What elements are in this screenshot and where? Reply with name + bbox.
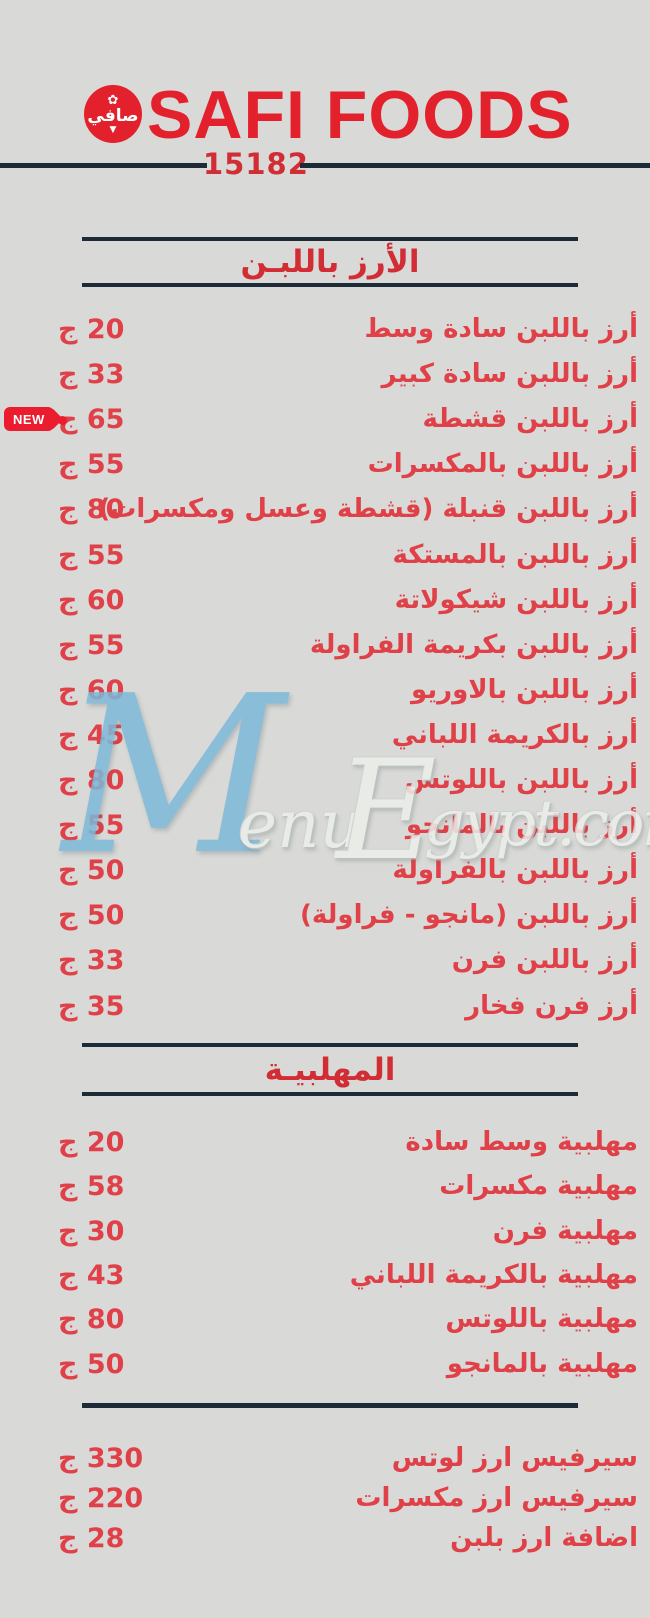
menu-item: 55 ج أرز باللبن بالمانجو: [0, 810, 650, 848]
item-name: مهلبية مكسرات: [439, 1171, 638, 1202]
menu-item: 20 ج مهلبية وسط سادة: [0, 1127, 650, 1165]
item-price: 60 ج: [58, 674, 125, 706]
item-price: 55 ج: [58, 810, 125, 842]
item-price: 28 ج: [58, 1523, 125, 1554]
menu-item: 50 ج أرز باللبن (مانجو - فراولة): [0, 900, 650, 938]
menu-item: 43 ج مهلبية بالكريمة اللباني: [0, 1260, 650, 1298]
new-badge-label: NEW: [4, 407, 54, 432]
menu-item: 50 ج مهلبية بالمانجو: [0, 1349, 650, 1387]
item-price: 50 ج: [58, 855, 125, 887]
item-name: أرز باللبن (مانجو - فراولة): [300, 900, 638, 931]
new-badge: NEW: [4, 407, 67, 434]
item-name: مهلبية فرن: [492, 1215, 638, 1246]
item-price: 50 ج: [58, 900, 125, 932]
item-price: 80 ج: [58, 765, 125, 796]
menu-item: 80 ج أرز باللبن قنبلة (قشطة وعسل ومكسرات): [0, 494, 650, 532]
section-divider: [82, 1403, 578, 1408]
item-name: مهلبية بالكريمة اللباني: [349, 1259, 638, 1290]
item-price: 80 ج: [58, 1304, 125, 1336]
item-price: 45 ج: [58, 719, 125, 751]
menu-item: 58 ج مهلبية مكسرات: [0, 1171, 650, 1209]
item-name: أرز باللبن قشطة: [422, 404, 638, 435]
menu-item: 80 ج مهلبية باللوتس: [0, 1304, 650, 1342]
item-price: 35 ج: [58, 990, 125, 1022]
item-price: 60 ج: [58, 584, 125, 616]
item-price: 33 ج: [58, 945, 125, 977]
item-price: 55 ج: [58, 629, 125, 661]
item-price: 43 ج: [58, 1259, 125, 1291]
menu-item: 80 ج أرز باللبن باللوتس: [0, 765, 650, 803]
section-header-mohalabia: المهلبيـة: [82, 1043, 578, 1096]
item-name: أرز باللبن قنبلة (قشطة وعسل ومكسرات): [98, 494, 638, 525]
header-divider-left: [0, 163, 207, 168]
item-price: 55 ج: [58, 449, 125, 481]
menu-item: 55 ج أرز باللبن بالمستكة: [0, 540, 650, 578]
hotline-number: 15182: [203, 147, 309, 181]
menu-item: 35 ج أرز فرن فخار: [0, 991, 650, 1029]
item-price: 33 ج: [58, 359, 125, 391]
item-name: سيرفيس ارز لوتس: [391, 1443, 638, 1473]
menu-item: 55 ج أرز باللبن بالمكسرات: [0, 449, 650, 487]
item-name: أرز باللبن بالمكسرات: [367, 449, 638, 480]
item-price: 65 ج: [58, 404, 125, 436]
item-name: أرز فرن فخار: [465, 990, 638, 1021]
menu-item: 30 ج مهلبية فرن: [0, 1216, 650, 1254]
section-title: الأرز باللبـن: [240, 244, 420, 280]
menu-item: 60 ج أرز باللبن بالاوريو: [0, 675, 650, 713]
section-title: المهلبيـة: [264, 1051, 396, 1088]
menu-item: 45 ج أرز بالكريمة اللباني: [0, 720, 650, 758]
menu-item: 20 ج أرز باللبن سادة وسط: [0, 314, 650, 352]
item-name: اضافة ارز بلبن: [450, 1523, 638, 1553]
menu-item: 330 ج سيرفيس ارز لوتس: [0, 1443, 650, 1481]
item-price: 20 ج: [58, 1127, 125, 1158]
menu-item: 33 ج أرز باللبن سادة كبير: [0, 359, 650, 397]
item-name: أرز باللبن سادة كبير: [381, 359, 638, 390]
menu-item: 28 ج اضافة ارز بلبن: [0, 1523, 650, 1561]
item-price: 20 ج: [58, 314, 125, 345]
flower-icon: ✿: [107, 92, 119, 108]
item-name: أرز باللبن بالمستكة: [392, 539, 638, 570]
item-price: 80 ج: [58, 494, 125, 526]
item-name: أرز باللبن بالفراولة: [392, 855, 638, 886]
item-name: أرز باللبن شيكولاتة: [394, 584, 638, 615]
item-name: مهلبية بالمانجو: [446, 1348, 638, 1379]
menu-item: 60 ج أرز باللبن شيكولاتة: [0, 585, 650, 623]
item-price: 55 ج: [58, 539, 125, 571]
item-price: 220 ج: [58, 1483, 144, 1514]
item-name: أرز باللبن باللوتس: [404, 765, 638, 795]
brand-logo-arabic: صافي: [87, 105, 139, 126]
leaf-icon: ▼: [109, 124, 117, 135]
brand-logo: ✿ صافي ▼: [84, 85, 142, 143]
item-name: مهلبية باللوتس: [445, 1304, 638, 1335]
menu-item: 33 ج أرز باللبن فرن: [0, 945, 650, 983]
tag-dot-icon: [58, 416, 67, 426]
item-price: 58 ج: [58, 1171, 125, 1203]
menu-item: 65 ج أرز باللبن قشطة NEW: [0, 404, 650, 442]
item-name: أرز باللبن سادة وسط: [364, 314, 638, 344]
item-price: 330 ج: [58, 1443, 144, 1474]
item-name: أرز باللبن بالمانجو: [405, 810, 638, 841]
item-price: 50 ج: [58, 1348, 125, 1380]
item-name: أرز باللبن بكريمة الفراولة: [309, 629, 638, 660]
brand-name: SAFI FOODS: [147, 77, 573, 153]
section-header-rice-with-milk: الأرز باللبـن: [82, 237, 578, 287]
menu-item: 55 ج أرز باللبن بكريمة الفراولة: [0, 630, 650, 668]
menu-item: 50 ج أرز باللبن بالفراولة: [0, 855, 650, 893]
item-name: أرز باللبن بالاوريو: [411, 674, 638, 705]
item-name: مهلبية وسط سادة: [405, 1127, 638, 1157]
menu-item: 220 ج سيرفيس ارز مكسرات: [0, 1483, 650, 1521]
item-price: 30 ج: [58, 1215, 125, 1247]
item-name: أرز باللبن فرن: [451, 945, 638, 976]
item-name: أرز بالكريمة اللباني: [391, 719, 638, 750]
item-name: سيرفيس ارز مكسرات: [355, 1483, 638, 1513]
header-divider-right: [300, 163, 650, 168]
